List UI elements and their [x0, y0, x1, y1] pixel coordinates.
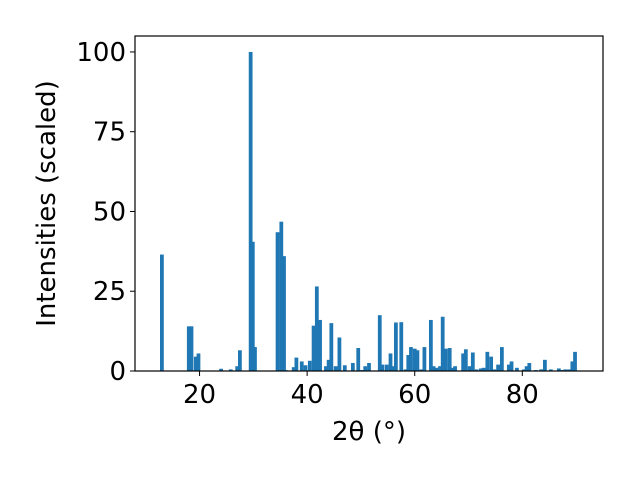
x-tick-label: 80 — [506, 380, 539, 410]
bar — [506, 364, 511, 371]
bar — [548, 369, 553, 371]
plot-frame — [134, 35, 604, 372]
bar — [403, 369, 408, 371]
bar — [485, 351, 490, 371]
y-axis-label: Intensities (scaled) — [32, 80, 62, 327]
bar — [189, 326, 194, 371]
bar — [219, 368, 223, 371]
bar — [509, 361, 514, 371]
bar — [377, 315, 382, 371]
bar — [524, 366, 529, 371]
y-ticks: 0 25 50 75 100 — [76, 38, 135, 387]
bar — [409, 347, 413, 371]
bar — [388, 353, 393, 371]
bar — [496, 364, 500, 371]
y-tick-label: 100 — [76, 38, 126, 68]
bars-group — [160, 51, 577, 371]
x-tick-label: 60 — [398, 380, 431, 410]
bar — [444, 348, 448, 371]
bar — [337, 337, 342, 371]
y-tick-label: 75 — [93, 118, 126, 148]
bar — [329, 323, 334, 371]
bar — [235, 366, 240, 371]
bar — [253, 347, 257, 371]
bar — [453, 366, 457, 371]
bar — [326, 359, 331, 371]
bar — [314, 286, 319, 371]
x-tick-label: 20 — [183, 380, 216, 410]
bar — [238, 350, 242, 371]
bar — [303, 365, 308, 371]
bar — [412, 348, 417, 371]
bar — [391, 366, 396, 371]
bar — [450, 367, 455, 371]
bar — [294, 357, 299, 371]
bar — [573, 351, 577, 371]
bar — [492, 369, 497, 371]
bar — [567, 369, 571, 371]
bar — [447, 348, 452, 371]
bar — [248, 51, 253, 371]
bar — [196, 353, 201, 371]
y-tick-label: 25 — [93, 277, 126, 307]
bar — [250, 241, 255, 371]
bar — [228, 369, 233, 371]
bar — [394, 322, 398, 371]
bar — [311, 325, 316, 371]
bar — [380, 364, 385, 371]
bar — [563, 369, 568, 371]
bar — [193, 356, 198, 371]
bar — [415, 350, 420, 371]
bar — [467, 366, 472, 371]
bar — [299, 361, 304, 371]
x-tick-label: 40 — [291, 380, 324, 410]
bar — [557, 368, 561, 371]
y-tick-label: 0 — [109, 357, 126, 387]
bar — [186, 326, 191, 371]
bar — [470, 352, 475, 371]
bar — [342, 365, 347, 371]
bar — [399, 322, 404, 371]
bar — [539, 369, 544, 371]
bar — [419, 369, 424, 371]
bar — [570, 361, 575, 371]
bar — [515, 367, 519, 371]
bar — [489, 356, 493, 371]
bar — [474, 369, 479, 371]
bar — [160, 254, 164, 371]
bar — [275, 232, 280, 371]
bar — [481, 367, 486, 371]
x-ticks: 20 40 60 80 — [183, 371, 539, 410]
bar — [356, 348, 361, 371]
bar — [282, 256, 286, 371]
bar — [440, 316, 445, 371]
bar — [367, 363, 371, 371]
bar — [422, 347, 427, 371]
bar — [350, 363, 355, 371]
bar — [318, 319, 322, 371]
y-tick-label: 50 — [93, 197, 126, 227]
bar — [279, 221, 284, 371]
bar — [527, 363, 532, 371]
bar — [406, 355, 411, 371]
bar — [438, 366, 442, 371]
bar — [384, 364, 389, 371]
bar — [428, 319, 433, 371]
bar — [543, 359, 547, 371]
bar — [431, 366, 436, 371]
bar — [333, 366, 338, 371]
bar — [463, 349, 468, 371]
bar — [461, 353, 466, 371]
bar — [522, 369, 526, 371]
x-axis-label: 2θ (°) — [332, 417, 406, 447]
bar — [324, 366, 328, 371]
bar — [363, 366, 368, 371]
bar — [479, 368, 483, 371]
bar — [291, 367, 296, 371]
bar — [499, 347, 504, 371]
bar — [434, 367, 439, 371]
bar — [307, 360, 312, 371]
